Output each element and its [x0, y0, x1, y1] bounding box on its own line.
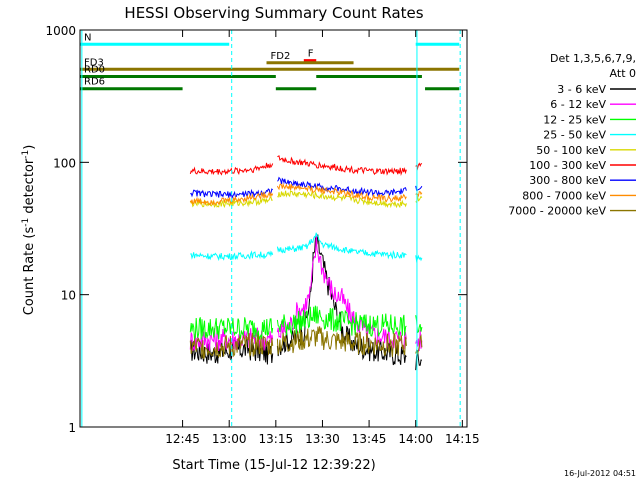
series-line-segment	[189, 317, 274, 340]
y-axis-label-end: )	[22, 145, 37, 150]
overlay-label: FD2	[271, 51, 291, 62]
axes: 12:45 13:00 13:15 13:30 13:45 14:00 14:15 1 10 10…	[45, 24, 479, 446]
legend-label: 7000 - 20000 keV	[508, 205, 606, 218]
overlay-label: F	[308, 49, 314, 60]
y-tick-label: 10	[61, 289, 76, 303]
legend-label: 800 - 7000 keV	[522, 189, 606, 202]
overlay-bar-f: F	[303, 49, 317, 63]
x-tick-label: 13:30	[305, 432, 340, 446]
y-axis-label-mid: detector	[22, 158, 37, 218]
plot-area	[189, 155, 423, 371]
x-tick-label: 14:15	[445, 432, 480, 446]
series-line-segment	[276, 232, 407, 260]
legend-label: 6 - 12 keV	[550, 98, 606, 111]
legend: Det 1,3,5,6,7,9, Att 0 3 - 6 keV 6 - 12 k…	[508, 52, 636, 218]
series-25-50-kev	[190, 232, 423, 263]
series-line-segment	[190, 250, 274, 262]
legend-label: 50 - 100 keV	[536, 144, 606, 157]
overlay-label: RD0	[84, 65, 105, 76]
series-line-segment	[276, 326, 407, 358]
series-100-300-kev	[189, 155, 423, 176]
y-axis-label-sup1: -1	[21, 218, 31, 227]
legend-label: 3 - 6 keV	[557, 83, 606, 96]
overlay-label: N	[84, 32, 91, 43]
overlay-bar-fd2: FD2	[266, 51, 354, 65]
chart-title: HESSI Observing Summary Count Rates	[124, 4, 423, 22]
series-line-segment	[276, 305, 407, 337]
y-axis-label-main: Count Rate (s	[22, 227, 37, 316]
series-line-segment	[189, 196, 273, 209]
series-line-segment	[189, 191, 274, 206]
legend-label: 12 - 25 keV	[543, 113, 606, 126]
x-tick-label: 14:00	[398, 432, 433, 446]
legend-label: 100 - 300 keV	[529, 159, 606, 172]
x-tick-label: 13:15	[259, 432, 294, 446]
y-tick-label: 1	[68, 421, 76, 435]
legend-label: 300 - 800 keV	[529, 174, 606, 187]
overlay-bar-rd6: RD6	[80, 77, 460, 91]
overlay-bar-fd3: FD3	[80, 57, 460, 71]
y-tick-label: 1000	[45, 24, 76, 38]
x-tick-label: 13:00	[212, 432, 247, 446]
footer-timestamp: 16-Jul-2012 04:51	[564, 469, 636, 478]
legend-header-line2: Att 0	[610, 67, 636, 80]
y-tick-label: 100	[53, 156, 76, 170]
plot-frame	[79, 29, 468, 428]
x-tick-label: 13:45	[352, 432, 387, 446]
overlay-label: RD6	[84, 77, 105, 88]
legend-label: 25 - 50 keV	[543, 129, 606, 142]
series-line-segment	[189, 162, 274, 176]
y-axis-label-sup2: -1	[21, 150, 31, 159]
x-axis-label: Start Time (15-Jul-12 12:39:22)	[172, 458, 375, 473]
x-tick-label: 12:45	[165, 432, 200, 446]
overlay-label: FD3	[84, 57, 104, 68]
y-axis-label: Count Rate (s-1 detector-1)	[21, 145, 37, 316]
series-line-segment	[277, 190, 407, 209]
series-line-segment	[276, 182, 407, 203]
overlay-bar-n: N	[80, 32, 460, 46]
overlay-bar-rd0: RD0	[80, 65, 422, 79]
vertical-marker-lines	[81, 30, 461, 427]
legend-header-line1: Det 1,3,5,6,7,9,	[550, 52, 636, 65]
series-line-segment	[277, 155, 407, 176]
